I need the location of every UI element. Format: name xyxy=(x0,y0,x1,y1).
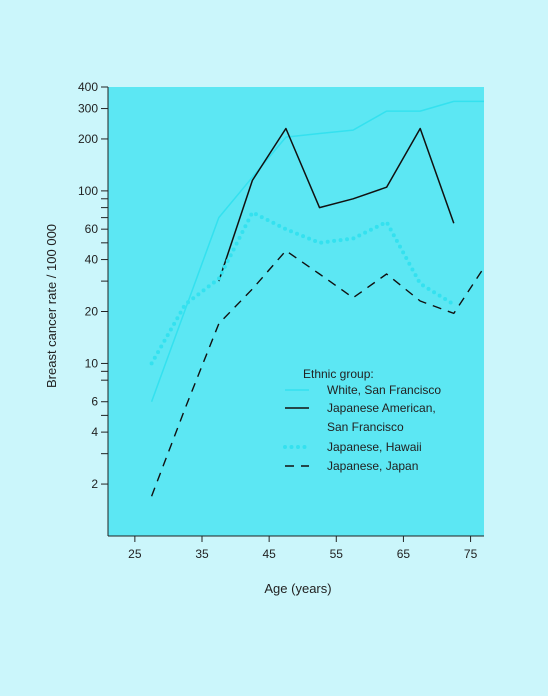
legend-label-3: Japanese, Japan xyxy=(327,459,418,473)
x-tick-label: 65 xyxy=(397,547,411,561)
series-line-2 xyxy=(149,210,456,366)
y-axis-title: Breast cancer rate / 100 000 xyxy=(44,224,59,388)
y-tick-label: 60 xyxy=(85,222,99,236)
x-tick-label: 45 xyxy=(262,547,276,561)
legend-label-2: Japanese, Hawaii xyxy=(327,440,422,454)
y-tick-label: 100 xyxy=(78,184,98,198)
y-tick-label: 2 xyxy=(91,477,98,491)
y-tick-label: 20 xyxy=(85,305,99,319)
plot-area xyxy=(108,87,484,536)
y-tick-label: 10 xyxy=(85,356,99,370)
legend-title: Ethnic group: xyxy=(303,367,374,381)
legend-label-0: White, San Francisco xyxy=(327,383,441,397)
x-tick-label: 35 xyxy=(195,547,209,561)
series-line-3 xyxy=(150,249,485,497)
legend-label-1: Japanese American, xyxy=(327,401,436,415)
x-tick-label: 25 xyxy=(128,547,142,561)
y-tick-label: 300 xyxy=(78,102,98,116)
legend-label-1: San Francisco xyxy=(327,420,404,434)
x-tick-label: 75 xyxy=(464,547,478,561)
y-tick-label: 6 xyxy=(91,395,98,409)
series-line-1 xyxy=(218,127,455,282)
x-axis-title: Age (years) xyxy=(264,581,331,596)
x-tick-label: 55 xyxy=(330,547,344,561)
legend: Ethnic group: White, San Francisco Japane… xyxy=(283,367,441,473)
y-tick-label: 4 xyxy=(91,425,98,439)
y-tick-label: 400 xyxy=(78,80,98,94)
series-line-0 xyxy=(150,100,484,402)
y-tick-label: 200 xyxy=(78,132,98,146)
y-tick-label: 40 xyxy=(85,253,99,267)
